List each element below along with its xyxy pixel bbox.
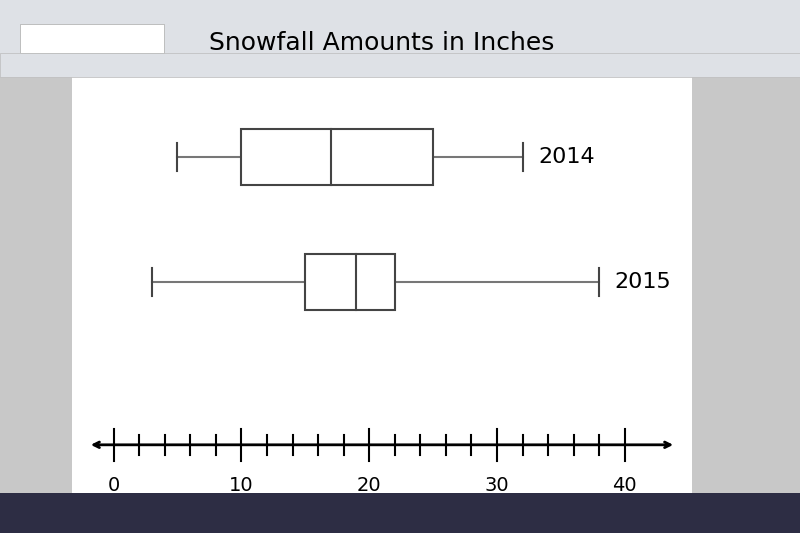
- Text: 0: 0: [107, 476, 120, 495]
- Text: 2014: 2014: [538, 147, 594, 167]
- Text: 40: 40: [613, 476, 637, 495]
- Bar: [242, 129, 433, 185]
- Text: 2015: 2015: [614, 272, 671, 292]
- Bar: [306, 254, 394, 310]
- Text: 10: 10: [229, 476, 254, 495]
- Text: 30: 30: [485, 476, 510, 495]
- Text: 20: 20: [357, 476, 382, 495]
- Title: Snowfall Amounts in Inches: Snowfall Amounts in Inches: [210, 31, 554, 55]
